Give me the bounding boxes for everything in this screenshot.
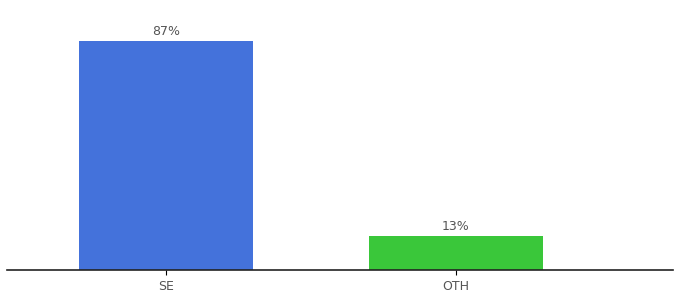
Bar — [369, 236, 543, 270]
Text: 13%: 13% — [442, 220, 470, 233]
Text: 87%: 87% — [152, 25, 180, 38]
Bar — [80, 41, 253, 270]
